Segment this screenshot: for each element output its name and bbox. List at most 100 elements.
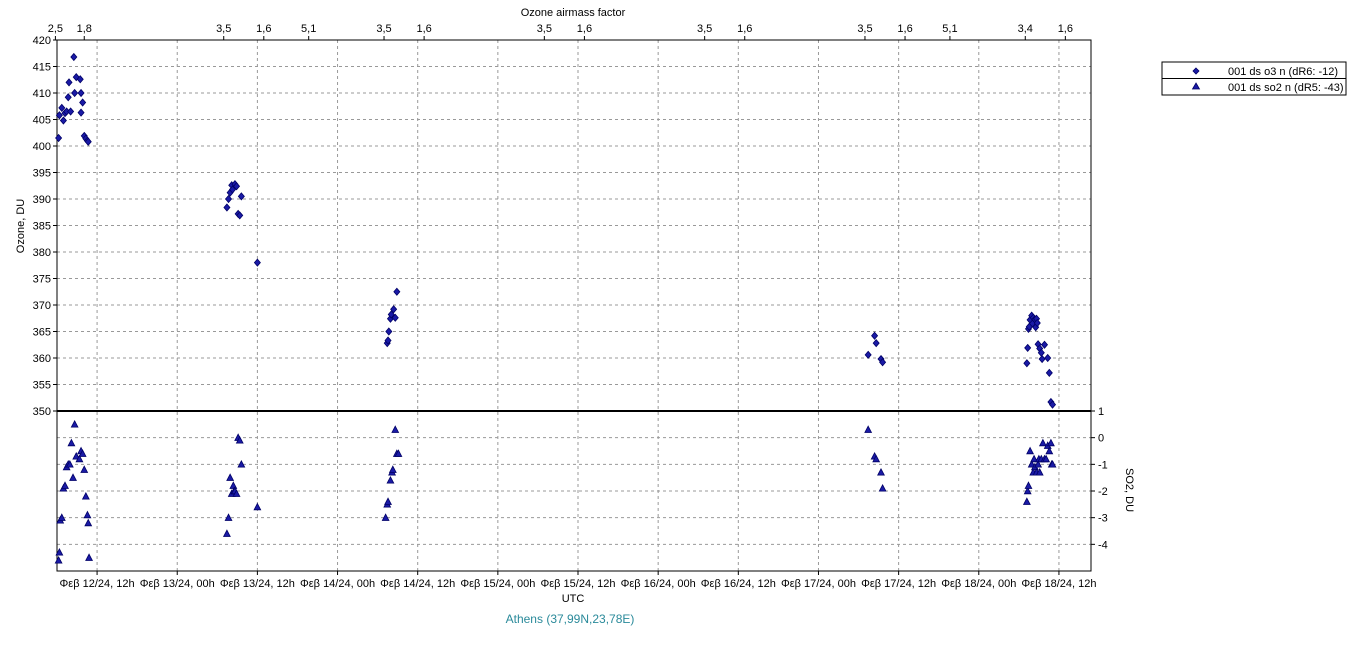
- so2-point: [65, 459, 74, 468]
- ozone-point: [223, 203, 231, 212]
- x-tick-label: Φεβ 14/24, 12h: [380, 578, 455, 590]
- ozone-point: [79, 98, 87, 107]
- so2-point: [877, 467, 885, 476]
- x-axis-title: UTC: [562, 593, 585, 605]
- so2-point: [388, 465, 397, 473]
- x-tick-label: Φεβ 16/24, 12h: [701, 578, 776, 590]
- ozone-tick-label: 395: [33, 168, 51, 180]
- ozone-point: [1048, 400, 1057, 409]
- ozone-point: [385, 327, 393, 336]
- x-tick-label: Φεβ 17/24, 00h: [781, 578, 856, 590]
- ozone-tick-label: 350: [33, 406, 51, 418]
- ozone-tick-label: 370: [33, 300, 51, 312]
- data-marks: [54, 52, 1057, 564]
- ozone-point: [225, 194, 233, 204]
- ozone-point: [55, 133, 63, 143]
- ozone-point: [65, 78, 73, 87]
- so2-point: [81, 491, 90, 500]
- so2-point: [232, 489, 241, 497]
- ozone-point: [393, 287, 401, 296]
- ozone-point: [391, 313, 399, 322]
- ozone-axis-label: Ozone, DU: [15, 199, 27, 253]
- x-tick-label: Φεβ 16/24, 00h: [621, 578, 696, 590]
- so2-point: [1048, 459, 1057, 468]
- so2-point: [61, 481, 69, 489]
- ozone-point: [1045, 368, 1053, 377]
- ozone-point: [58, 103, 66, 112]
- ozone-tick-label: 360: [33, 353, 51, 365]
- top-axis-title: Ozone airmass factor: [521, 7, 626, 19]
- ozone-point: [64, 93, 72, 102]
- top-tick-label: 3,5: [697, 23, 712, 35]
- ozone-point: [871, 331, 879, 340]
- ozone-point: [1038, 354, 1046, 364]
- ozone-point: [71, 88, 79, 98]
- ozone-point: [67, 107, 75, 116]
- ozone-tick-label: 420: [33, 35, 51, 47]
- so2-point: [72, 451, 81, 460]
- legend: 001 ds o3 n (dR6: -12) 001 ds so2 n (dR5…: [1161, 61, 1347, 96]
- so2-point: [222, 529, 231, 537]
- so2-point: [1045, 446, 1054, 455]
- ozone-tick-label: 380: [33, 247, 51, 259]
- ozone-point: [70, 52, 78, 62]
- ozone-tick-label: 365: [33, 327, 51, 339]
- so2-point: [69, 473, 77, 481]
- top-tick-label: 5,1: [301, 23, 316, 35]
- so2-tick-label: 1: [1098, 406, 1104, 418]
- top-tick-label: 1,6: [897, 23, 912, 35]
- ozone-point: [1044, 353, 1052, 363]
- so2-point: [1034, 459, 1043, 468]
- so2-point: [78, 449, 87, 457]
- top-tick-label: 1,6: [416, 23, 431, 35]
- so2-point: [1024, 481, 1033, 489]
- so2-point: [75, 454, 84, 463]
- so2-point: [386, 475, 395, 484]
- so2-point: [1022, 497, 1031, 505]
- ozone-point: [872, 339, 880, 348]
- so2-point: [54, 555, 63, 564]
- ozone-point: [384, 336, 392, 345]
- station-label: Athens (37,99N,23,78E): [506, 612, 635, 626]
- ozone-point: [233, 182, 241, 191]
- so2-point: [1038, 438, 1047, 447]
- top-tick-label: 3,5: [376, 23, 391, 35]
- ozone-point: [77, 88, 85, 98]
- x-tick-label: Φεβ 15/24, 12h: [540, 578, 615, 590]
- so2-point: [384, 497, 393, 505]
- top-tick-label: 3,5: [857, 23, 872, 35]
- so2-point: [864, 425, 873, 433]
- x-tick-label: Φεβ 12/24, 12h: [60, 578, 135, 590]
- so2-point: [70, 419, 79, 428]
- legend-label-o3: 001 ds o3 n (dR6: -12): [1228, 66, 1338, 78]
- so2-point: [237, 459, 246, 468]
- grid-lines: [57, 40, 1091, 571]
- ozone-point: [229, 185, 237, 194]
- ozone-point: [76, 75, 84, 84]
- ozone-tick-label: 375: [33, 274, 51, 286]
- so2-point: [1046, 438, 1055, 447]
- ozone-point: [236, 211, 244, 220]
- so2-point: [67, 438, 76, 447]
- ozone-point: [77, 108, 85, 117]
- so2-point: [229, 481, 238, 489]
- legend-marker-so2: [1191, 82, 1201, 90]
- ozone-point: [390, 305, 398, 314]
- x-tick-label: Φεβ 18/24, 12h: [1021, 578, 1096, 590]
- so2-point: [224, 513, 233, 521]
- top-tick-label: 1,6: [1058, 23, 1073, 35]
- top-tick-label: 2,5: [48, 23, 63, 35]
- so2-point: [878, 483, 887, 492]
- so2-point: [1042, 454, 1051, 463]
- ozone-point: [253, 258, 261, 267]
- x-tick-label: Φεβ 18/24, 00h: [941, 578, 1016, 590]
- legend-marker-o3: [1192, 67, 1200, 75]
- so2-point: [394, 449, 403, 457]
- ozone-tick-label: 415: [33, 62, 51, 74]
- so2-point: [253, 502, 262, 511]
- axes: Φεβ 12/24, 12h Φεβ 13/24, 00h Φεβ 13/24, 1…: [33, 23, 1108, 590]
- top-tick-label: 3,5: [537, 23, 552, 35]
- so2-point: [80, 465, 89, 473]
- so2-point: [872, 454, 881, 463]
